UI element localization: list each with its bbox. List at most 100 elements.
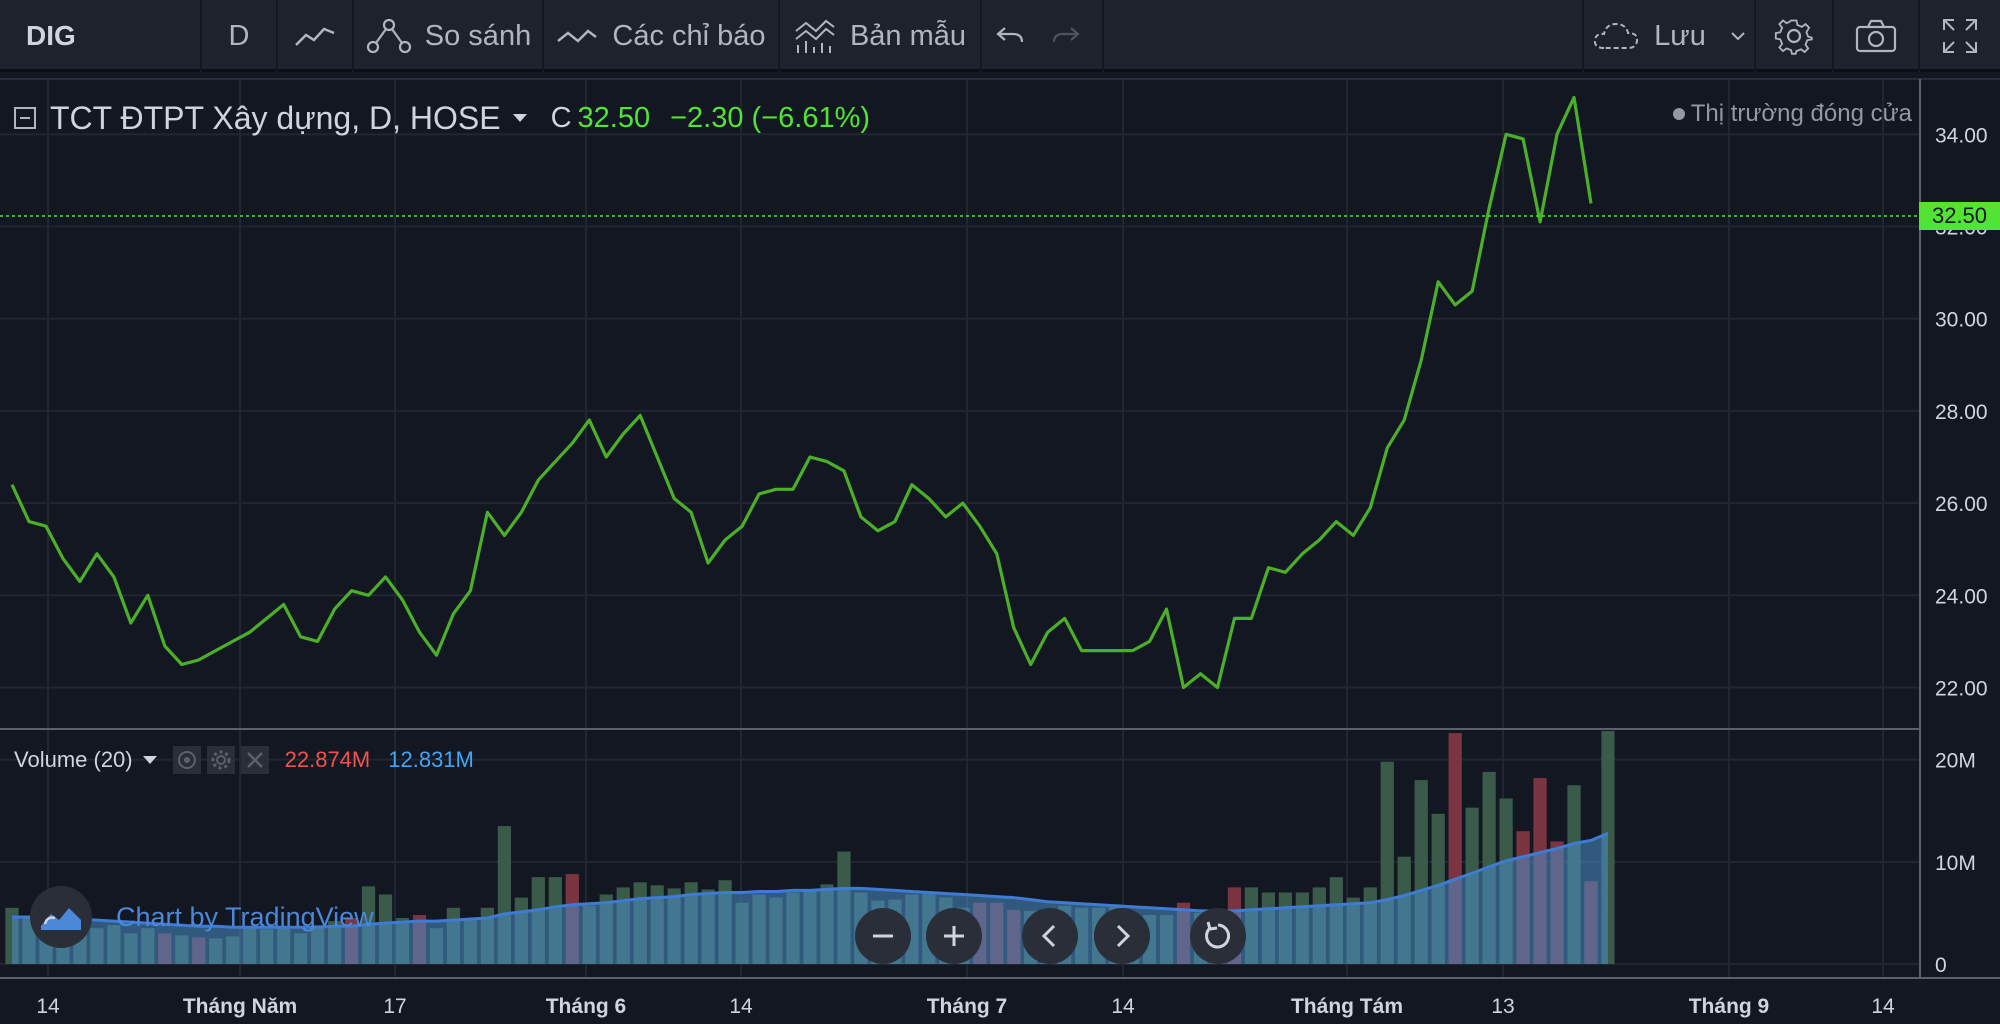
toolbar-divider bbox=[1102, 0, 1104, 72]
x-tick-label: 14 bbox=[36, 995, 60, 1018]
indicators-icon bbox=[557, 29, 598, 43]
volume-tick-label: 0 bbox=[1935, 954, 1947, 977]
toolbar-divider bbox=[1582, 0, 1584, 72]
line-chart-icon bbox=[295, 27, 335, 46]
market-status-dot bbox=[1672, 108, 1685, 120]
series-menu-caret[interactable] bbox=[512, 114, 527, 122]
templates-label: Bản mẫu bbox=[849, 19, 967, 52]
x-tick-label: Tháng Tám bbox=[1291, 995, 1403, 1018]
price-tick-label: 22.00 bbox=[1935, 678, 1988, 701]
toolbar-divider bbox=[1832, 0, 1834, 72]
tradingview-watermark[interactable]: Chart by TradingView bbox=[30, 886, 374, 948]
symbol-search[interactable]: DIG bbox=[26, 20, 76, 51]
scroll-right-button[interactable] bbox=[1094, 908, 1150, 964]
fullscreen-button[interactable] bbox=[1920, 0, 2000, 72]
price-tick-label: 30.00 bbox=[1935, 309, 1988, 332]
compare-label: So sánh bbox=[424, 19, 532, 52]
price-tick-label: 24.00 bbox=[1935, 585, 1988, 608]
close-icon bbox=[246, 752, 263, 768]
price-series bbox=[10, 95, 1593, 690]
redo-icon bbox=[1052, 27, 1080, 43]
price-line bbox=[10, 95, 1593, 690]
chevron-down-icon bbox=[1731, 32, 1745, 41]
compare-icon bbox=[366, 18, 411, 54]
scroll-left-button[interactable] bbox=[1022, 908, 1078, 964]
volume-menu-caret[interactable] bbox=[142, 756, 157, 764]
remove-indicator-button[interactable] bbox=[240, 746, 269, 774]
compare-button[interactable]: So sánh bbox=[354, 0, 542, 72]
templates-button[interactable]: Bản mẫu bbox=[780, 0, 980, 72]
visibility-button[interactable] bbox=[172, 746, 201, 774]
snapshot-button[interactable] bbox=[1834, 0, 1918, 72]
toolbar-divider bbox=[1918, 0, 1920, 72]
reset-chart-button[interactable] bbox=[1190, 908, 1246, 964]
settings-button[interactable] bbox=[1756, 0, 1832, 72]
plus-icon bbox=[944, 926, 964, 946]
x-tick-label: Tháng 6 bbox=[546, 995, 627, 1018]
watermark-text: Chart by TradingView bbox=[116, 901, 374, 932]
toolbar-divider bbox=[542, 0, 544, 72]
toolbar-divider bbox=[778, 0, 780, 72]
volume-tick-label: 10M bbox=[1935, 852, 1976, 875]
change-value: −2.30 (−6.61%) bbox=[670, 101, 871, 134]
x-tick-label: 14 bbox=[1111, 995, 1135, 1018]
redo-button[interactable] bbox=[1038, 0, 1094, 72]
last-price-tag: 32.50 bbox=[1919, 202, 2000, 230]
volume-axis-labels: 0 10M 20M bbox=[1935, 750, 1976, 977]
indicators-button[interactable]: Các chỉ báo bbox=[544, 0, 778, 72]
price-tick-label: 28.00 bbox=[1935, 401, 1988, 424]
toolbar-divider bbox=[276, 0, 278, 72]
x-tick-label: 13 bbox=[1491, 995, 1514, 1018]
x-tick-label: 14 bbox=[729, 995, 753, 1018]
price-tick-label: 34.00 bbox=[1935, 124, 1988, 147]
price-tick-label: 26.00 bbox=[1935, 493, 1988, 516]
close-value: 32.50 bbox=[577, 101, 651, 134]
x-tick-label: Tháng 7 bbox=[927, 995, 1008, 1018]
toolbar-divider bbox=[1754, 0, 1756, 72]
zoom-in-button[interactable] bbox=[926, 908, 982, 964]
x-tick-label: 14 bbox=[1871, 995, 1895, 1018]
interval-button[interactable]: D bbox=[228, 19, 250, 52]
toolbar-divider bbox=[352, 0, 354, 72]
volume-title[interactable]: Volume (20) bbox=[14, 747, 133, 772]
templates-icon bbox=[795, 19, 835, 53]
zoom-out-button[interactable] bbox=[855, 908, 911, 964]
time-axis-labels: 14 Tháng Năm 17 Tháng 6 14 Tháng 7 14 Tháng Tám… bbox=[36, 995, 1895, 1018]
vertical-grid bbox=[47, 79, 1884, 978]
save-layout-button[interactable]: Lưu bbox=[1584, 0, 1754, 72]
chevron-right-icon bbox=[1116, 924, 1131, 948]
close-label: C bbox=[550, 101, 572, 134]
chart-type-button[interactable] bbox=[278, 0, 352, 72]
volume-value: 22.874M bbox=[284, 747, 371, 772]
series-legend: TCT ĐTPT Xây dựng, D, HOSE C 32.50 −2.30… bbox=[14, 96, 890, 140]
undo-icon bbox=[996, 27, 1024, 43]
fullscreen-icon bbox=[1943, 19, 1977, 53]
minus-icon bbox=[873, 934, 893, 938]
volume-tick-label: 20M bbox=[1935, 750, 1976, 773]
reset-icon bbox=[1205, 921, 1231, 949]
toolbar-divider bbox=[980, 0, 982, 72]
camera-icon bbox=[1855, 19, 1897, 53]
market-status: Thị trường đóng cửa bbox=[1672, 100, 1912, 128]
top-toolbar: DIG D So sánh Các chỉ báo Bản mẫu Lưu bbox=[0, 0, 2000, 72]
chevron-left-icon bbox=[1041, 924, 1056, 948]
gear-icon bbox=[1774, 19, 1813, 55]
indicators-label: Các chỉ báo bbox=[612, 19, 766, 52]
volume-ma-line bbox=[12, 831, 1609, 929]
x-tick-label: Tháng 9 bbox=[1689, 995, 1770, 1018]
gear-icon bbox=[211, 750, 231, 770]
eye-icon bbox=[177, 751, 196, 769]
volume-legend: Volume (20) 22.874M 12.831M bbox=[14, 742, 474, 778]
collapse-legend-button[interactable] bbox=[14, 107, 36, 129]
cloud-icon bbox=[1594, 22, 1639, 49]
market-status-text: Thị trường đóng cửa bbox=[1690, 100, 1912, 127]
save-label: Lưu bbox=[1654, 19, 1706, 52]
x-tick-label: 17 bbox=[383, 995, 406, 1018]
volume-ma-value: 12.831M bbox=[388, 747, 474, 772]
chart-background bbox=[0, 76, 2000, 1024]
undo-button[interactable] bbox=[982, 0, 1038, 72]
indicator-settings-button[interactable] bbox=[206, 746, 235, 774]
series-title[interactable]: TCT ĐTPT Xây dựng, D, HOSE bbox=[50, 99, 501, 136]
